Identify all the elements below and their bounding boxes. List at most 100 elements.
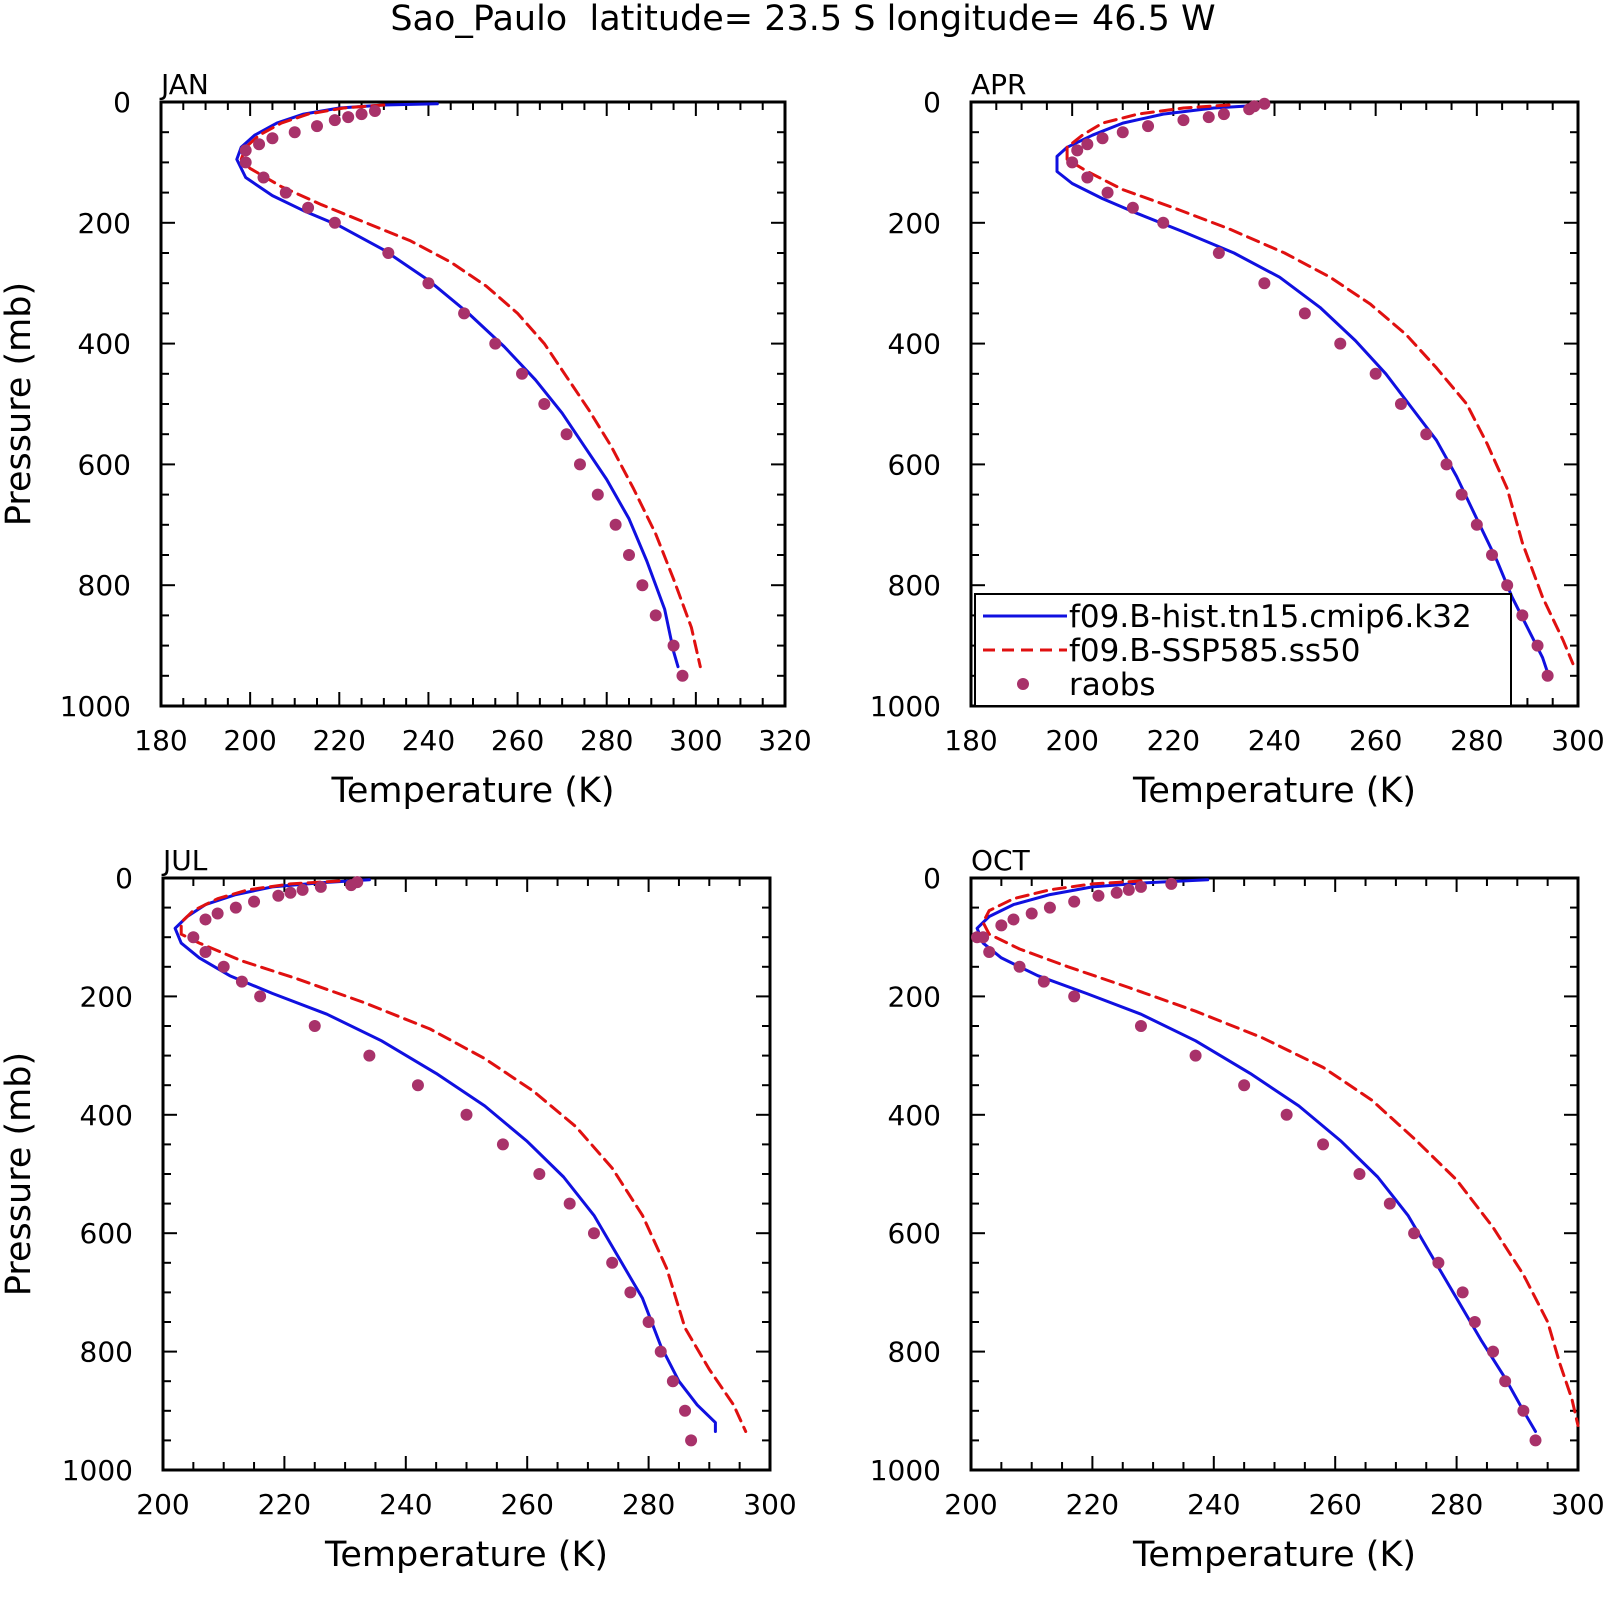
raobs-point xyxy=(1432,1256,1445,1269)
y-tick-label: 200 xyxy=(888,980,941,1013)
raobs-point xyxy=(342,111,355,124)
raobs-point xyxy=(229,901,242,914)
raobs-point xyxy=(1126,201,1139,214)
raobs-point xyxy=(345,879,358,892)
y-tick-label: 600 xyxy=(888,448,941,481)
raobs-point xyxy=(1317,1138,1330,1151)
panel-jan: 180 200 220 240 260 280 300 320 0 200 400 600 800 100… xyxy=(0,68,812,811)
raobs-point xyxy=(1408,1227,1421,1240)
raobs-point xyxy=(1258,97,1271,110)
x-axis-label: Temperature (K) xyxy=(1132,1535,1416,1575)
raobs-point xyxy=(1455,488,1468,501)
x-tick-label: 280 xyxy=(622,1488,675,1521)
series-line-ssp585 xyxy=(179,879,748,1433)
x-tick-label: 220 xyxy=(313,724,366,757)
raobs-point xyxy=(1470,518,1483,531)
raobs-point xyxy=(636,579,649,592)
x-tick-label: 200 xyxy=(1045,724,1098,757)
x-tick-label: 240 xyxy=(379,1488,432,1521)
raobs-point xyxy=(1529,1434,1542,1447)
series-line-hist xyxy=(235,102,680,669)
raobs-point xyxy=(257,171,270,184)
raobs-point xyxy=(1217,108,1230,121)
raobs-point xyxy=(971,931,984,944)
raobs-point xyxy=(654,1345,667,1358)
raobs-point xyxy=(1177,114,1190,127)
panel-jul: 200 220 240 260 280 300 0 200 400 600 800 1000 JUL Te… xyxy=(0,844,797,1575)
raobs-point xyxy=(623,549,635,561)
raobs-point xyxy=(676,669,689,682)
y-tick-label: 600 xyxy=(80,1217,133,1250)
legend-label: f09.B-hist.tn15.cmip6.k32 xyxy=(1069,599,1472,635)
raobs-point xyxy=(328,216,341,229)
raobs-point xyxy=(217,960,230,973)
series-line-hist xyxy=(1055,103,1550,675)
y-tick-label: 1000 xyxy=(870,690,941,723)
x-tick-label: 180 xyxy=(134,724,187,757)
y-tick-label: 200 xyxy=(80,980,133,1013)
raobs-point xyxy=(302,201,315,214)
raobs-point xyxy=(1068,990,1081,1003)
x-tick-label: 280 xyxy=(1450,724,1503,757)
raobs-point xyxy=(1394,398,1407,410)
y-tick-label: 600 xyxy=(78,448,131,481)
raobs-point xyxy=(1440,458,1453,471)
raobs-point xyxy=(288,126,301,139)
legend-label: raobs xyxy=(1069,667,1156,703)
raobs-point xyxy=(983,946,996,958)
panel-oct: 200 220 240 260 280 300 0 200 400 600 800 1000 OCT Te… xyxy=(870,844,1605,1575)
raobs-point xyxy=(516,367,529,380)
x-tick-label: 260 xyxy=(500,1488,553,1521)
raobs-point xyxy=(1025,907,1038,920)
raobs-point xyxy=(1456,1286,1469,1299)
raobs-point xyxy=(1517,1404,1530,1417)
raobs-point xyxy=(1531,639,1544,652)
raobs-point xyxy=(1499,1375,1512,1388)
raobs-point xyxy=(667,639,680,652)
raobs-point xyxy=(1037,975,1050,988)
raobs-point xyxy=(284,886,297,899)
raobs-point xyxy=(328,114,341,127)
raobs-point xyxy=(311,120,323,133)
raobs-point xyxy=(1071,144,1084,157)
raobs-point xyxy=(563,1197,576,1210)
x-tick-label: 240 xyxy=(402,724,455,757)
raobs-point xyxy=(609,518,622,531)
y-axis-label: Pressure (mb) xyxy=(0,282,39,526)
panel-label: JUL xyxy=(161,844,208,877)
raobs-point xyxy=(199,946,212,958)
raobs-point xyxy=(1134,1020,1147,1032)
raobs-point xyxy=(296,883,309,896)
panel-label: APR xyxy=(971,68,1027,101)
raobs-point xyxy=(591,488,604,501)
y-tick-label: 200 xyxy=(888,207,941,240)
series-line-ssp585 xyxy=(239,103,702,669)
panel-label: JAN xyxy=(159,68,209,101)
raobs-point xyxy=(460,1108,473,1121)
raobs-point xyxy=(235,975,248,988)
raobs-point xyxy=(411,1079,424,1092)
raobs-point xyxy=(1258,277,1271,290)
x-tick-label: 220 xyxy=(258,1488,311,1521)
raobs-point xyxy=(679,1404,692,1417)
x-axis-label: Temperature (K) xyxy=(330,771,614,811)
raobs-point xyxy=(995,919,1008,932)
raobs-point xyxy=(1353,1168,1366,1180)
raobs-point xyxy=(279,186,292,199)
raobs-point xyxy=(624,1286,637,1299)
raobs-point xyxy=(211,907,224,920)
raobs-point xyxy=(1043,901,1056,914)
y-tick-label: 400 xyxy=(888,328,941,361)
raobs-point xyxy=(363,1049,376,1062)
y-tick-label: 0 xyxy=(923,862,941,895)
legend-marker-raobs xyxy=(1017,678,1029,690)
x-tick-label: 220 xyxy=(1147,724,1200,757)
x-tick-label: 320 xyxy=(758,724,811,757)
series-line-hist xyxy=(173,878,717,1433)
plot-frame xyxy=(969,876,1580,1472)
raobs-point xyxy=(496,1138,509,1151)
raobs-point xyxy=(1013,960,1026,973)
y-tick-label: 1000 xyxy=(60,690,131,723)
raobs-point xyxy=(1157,216,1170,229)
